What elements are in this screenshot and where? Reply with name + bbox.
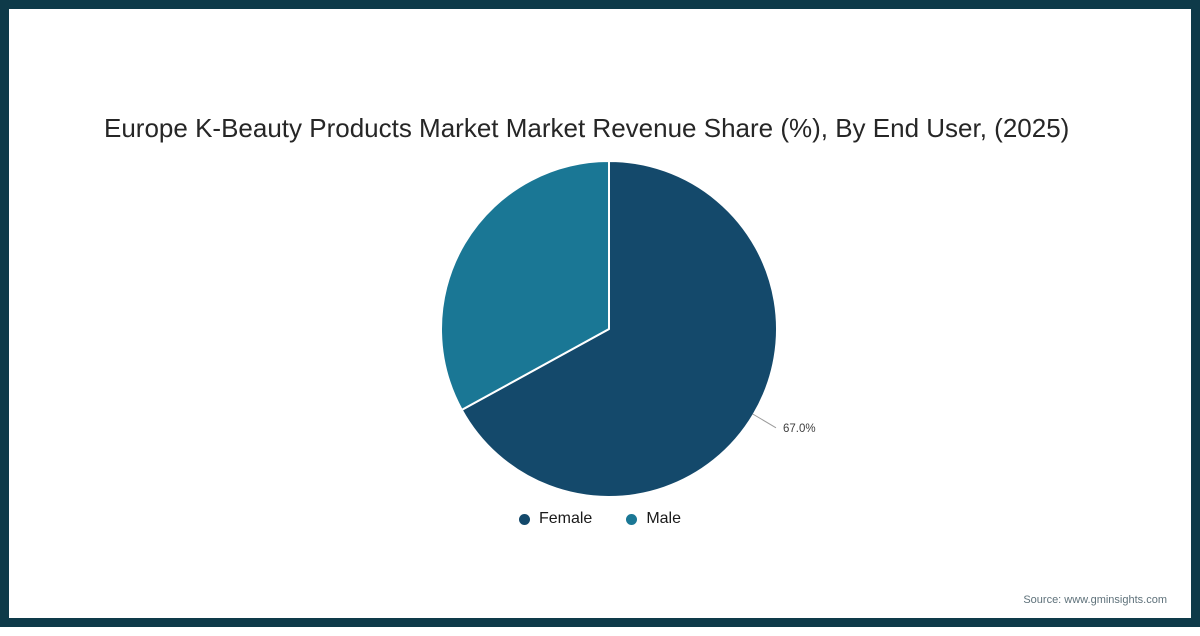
- legend-label: Male: [646, 510, 682, 527]
- legend-item-male: Male: [626, 510, 681, 528]
- legend-marker-icon: [626, 513, 638, 525]
- source-text: Source: www.gminsights.com: [1023, 594, 1167, 606]
- pie-value-label: 67.0%: [783, 423, 816, 435]
- pie-chart-svg: 67.0%: [440, 160, 816, 498]
- legend-label: Female: [538, 510, 593, 527]
- legend-marker-icon: [518, 513, 530, 525]
- pie-slice-male: [440, 160, 610, 411]
- legend: Female Male: [9, 510, 1191, 528]
- annotation-leader-line: [752, 413, 777, 429]
- chart-title: Europe K-Beauty Products Market Market R…: [104, 113, 1070, 143]
- legend-item-female: Female: [518, 510, 593, 528]
